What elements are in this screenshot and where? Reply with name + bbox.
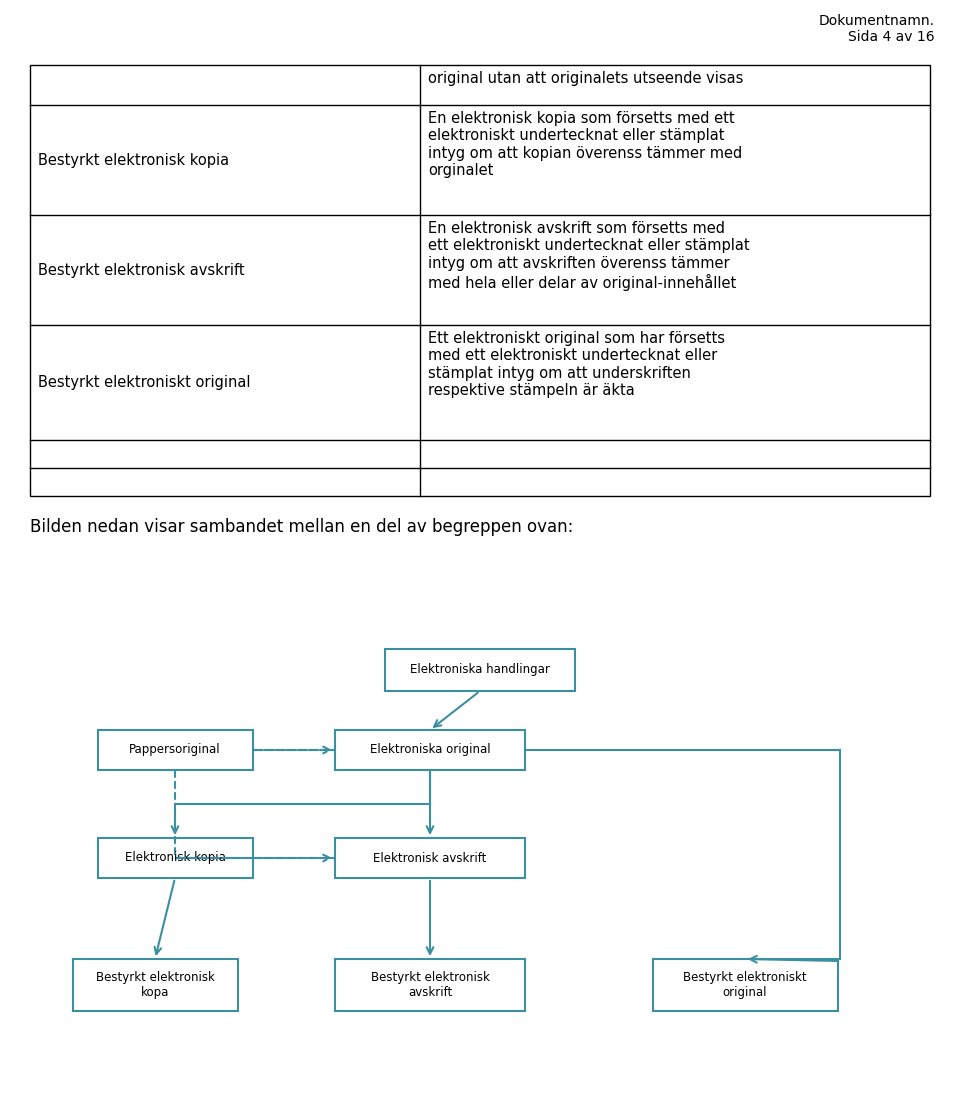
FancyBboxPatch shape: [98, 838, 252, 878]
Text: Dokumentnamn.: Dokumentnamn.: [819, 15, 935, 28]
Text: Bestyrkt elektronisk
kopa: Bestyrkt elektronisk kopa: [96, 971, 214, 999]
Text: Bestyrkt elektroniskt original: Bestyrkt elektroniskt original: [38, 375, 251, 391]
Text: Ett elektroniskt original som har försetts
med ett elektroniskt undertecknat ell: Ett elektroniskt original som har förset…: [428, 331, 725, 398]
Text: Bestyrkt elektronisk
avskrift: Bestyrkt elektronisk avskrift: [371, 971, 490, 999]
Text: En elektronisk kopia som försetts med ett
elektroniskt undertecknat eller stämpl: En elektronisk kopia som försetts med et…: [428, 111, 742, 178]
FancyBboxPatch shape: [335, 730, 525, 770]
Text: Sida 4 av 16: Sida 4 av 16: [849, 30, 935, 44]
Text: Bilden nedan visar sambandet mellan en del av begreppen ovan:: Bilden nedan visar sambandet mellan en d…: [30, 518, 573, 536]
Text: Elektroniska handlingar: Elektroniska handlingar: [410, 664, 550, 677]
Text: Elektronisk kopia: Elektronisk kopia: [125, 852, 226, 865]
Text: Bestyrkt elektroniskt
original: Bestyrkt elektroniskt original: [684, 971, 806, 999]
Text: En elektronisk avskrift som försetts med
ett elektroniskt undertecknat eller stä: En elektronisk avskrift som försetts med…: [428, 220, 750, 291]
FancyBboxPatch shape: [653, 959, 837, 1010]
Text: Elektroniska original: Elektroniska original: [370, 743, 491, 756]
Text: Elektronisk avskrift: Elektronisk avskrift: [373, 852, 487, 865]
Text: Bestyrkt elektronisk avskrift: Bestyrkt elektronisk avskrift: [38, 263, 245, 278]
Text: Pappersoriginal: Pappersoriginal: [130, 743, 221, 756]
Text: Bestyrkt elektronisk kopia: Bestyrkt elektronisk kopia: [38, 152, 229, 168]
FancyBboxPatch shape: [335, 838, 525, 878]
FancyBboxPatch shape: [73, 959, 237, 1010]
Text: original utan att originalets utseende visas: original utan att originalets utseende v…: [428, 70, 743, 86]
FancyBboxPatch shape: [385, 649, 575, 692]
Bar: [30, 65, 930, 496]
FancyBboxPatch shape: [335, 959, 525, 1010]
FancyBboxPatch shape: [98, 730, 252, 770]
